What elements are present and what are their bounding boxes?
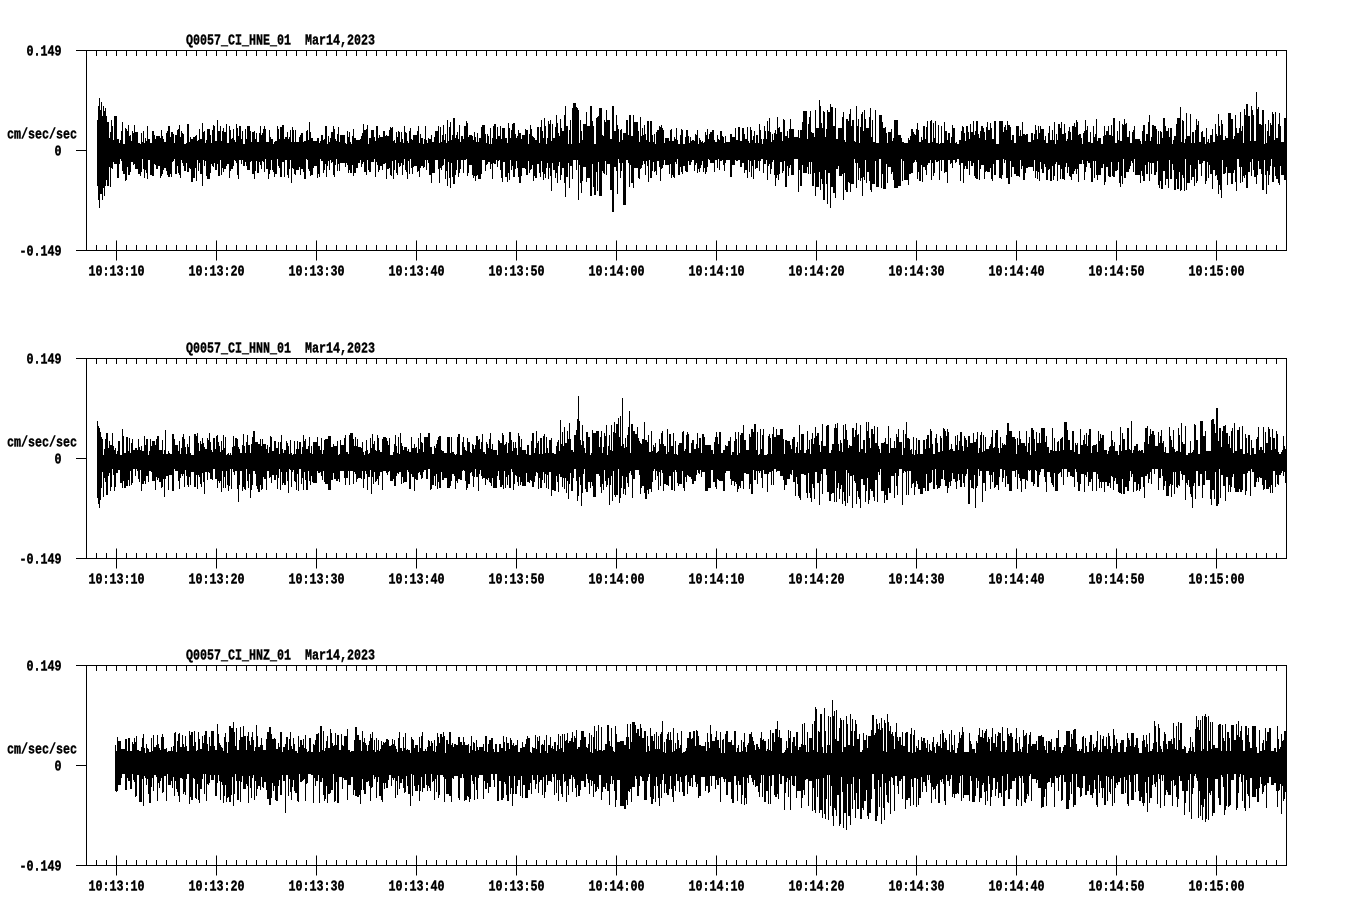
- svg-text:10:14:00: 10:14:00: [589, 880, 645, 896]
- svg-text:10:14:20: 10:14:20: [789, 265, 845, 281]
- svg-text:10:13:50: 10:13:50: [489, 265, 545, 281]
- svg-text:10:13:40: 10:13:40: [389, 573, 445, 589]
- svg-text:10:13:40: 10:13:40: [389, 880, 445, 896]
- svg-text:0: 0: [55, 145, 62, 161]
- svg-text:10:14:50: 10:14:50: [1089, 265, 1145, 281]
- svg-text:10:14:40: 10:14:40: [989, 573, 1045, 589]
- svg-text:10:14:40: 10:14:40: [989, 265, 1045, 281]
- svg-text:0: 0: [55, 453, 62, 469]
- svg-text:10:14:20: 10:14:20: [789, 573, 845, 589]
- svg-text:10:13:50: 10:13:50: [489, 573, 545, 589]
- svg-text:0.149: 0.149: [27, 660, 62, 676]
- svg-text:10:13:20: 10:13:20: [189, 265, 245, 281]
- svg-text:10:14:30: 10:14:30: [889, 265, 945, 281]
- svg-text:Q0057_CI_HNE_01 Mar14,2023: Q0057_CI_HNE_01 Mar14,2023: [186, 34, 375, 50]
- svg-text:cm/sec/sec: cm/sec/sec: [7, 743, 77, 759]
- svg-text:10:14:30: 10:14:30: [889, 573, 945, 589]
- svg-text:10:14:40: 10:14:40: [989, 880, 1045, 896]
- svg-text:10:14:00: 10:14:00: [589, 573, 645, 589]
- svg-text:10:13:10: 10:13:10: [89, 573, 145, 589]
- svg-text:10:13:30: 10:13:30: [289, 265, 345, 281]
- svg-text:10:15:00: 10:15:00: [1189, 573, 1245, 589]
- svg-text:Q0057_CI_HNN_01 Mar14,2023: Q0057_CI_HNN_01 Mar14,2023: [186, 342, 375, 358]
- svg-text:10:14:10: 10:14:10: [689, 880, 745, 896]
- svg-text:-0.149: -0.149: [20, 553, 62, 569]
- svg-text:10:13:40: 10:13:40: [389, 265, 445, 281]
- svg-text:-0.149: -0.149: [20, 245, 62, 261]
- svg-text:10:13:10: 10:13:10: [89, 880, 145, 896]
- svg-text:Q0057_CI_HNZ_01 Mar14,2023: Q0057_CI_HNZ_01 Mar14,2023: [186, 649, 375, 665]
- svg-text:0: 0: [55, 760, 62, 776]
- svg-text:cm/sec/sec: cm/sec/sec: [7, 128, 77, 144]
- svg-text:10:14:50: 10:14:50: [1089, 880, 1145, 896]
- svg-text:0.149: 0.149: [27, 353, 62, 369]
- svg-text:-0.149: -0.149: [20, 860, 62, 876]
- svg-text:10:13:30: 10:13:30: [289, 573, 345, 589]
- svg-text:cm/sec/sec: cm/sec/sec: [7, 436, 77, 452]
- svg-text:10:14:30: 10:14:30: [889, 880, 945, 896]
- svg-text:10:14:20: 10:14:20: [789, 880, 845, 896]
- svg-text:10:15:00: 10:15:00: [1189, 265, 1245, 281]
- svg-text:10:14:00: 10:14:00: [589, 265, 645, 281]
- svg-text:10:13:50: 10:13:50: [489, 880, 545, 896]
- svg-text:10:15:00: 10:15:00: [1189, 880, 1245, 896]
- svg-text:10:13:20: 10:13:20: [189, 880, 245, 896]
- svg-text:10:13:10: 10:13:10: [89, 265, 145, 281]
- svg-text:10:13:30: 10:13:30: [289, 880, 345, 896]
- svg-text:10:14:50: 10:14:50: [1089, 573, 1145, 589]
- svg-text:10:14:10: 10:14:10: [689, 573, 745, 589]
- svg-text:10:14:10: 10:14:10: [689, 265, 745, 281]
- svg-text:10:13:20: 10:13:20: [189, 573, 245, 589]
- svg-text:0.149: 0.149: [27, 45, 62, 61]
